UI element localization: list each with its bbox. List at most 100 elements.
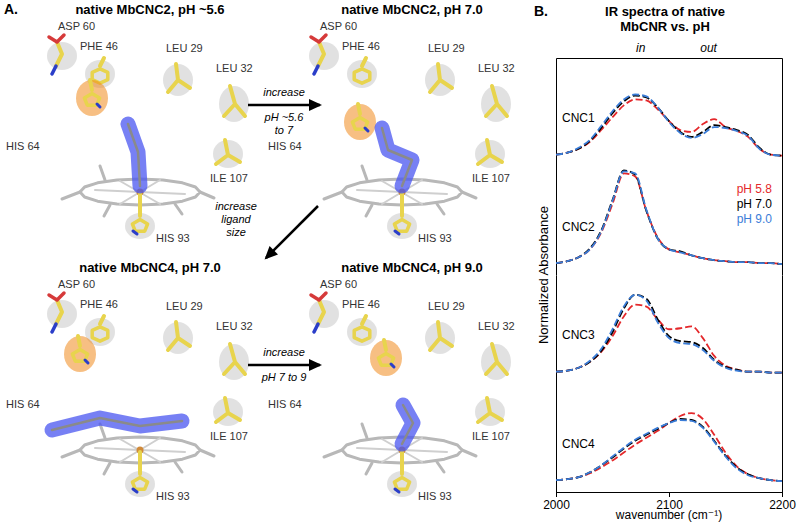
density bbox=[425, 322, 455, 354]
residue-label: ASP 60 bbox=[320, 20, 357, 32]
residue-label: LEU 29 bbox=[166, 42, 203, 54]
bond bbox=[132, 478, 147, 490]
ligand-density bbox=[52, 418, 182, 430]
axis-line bbox=[556, 167, 557, 276]
axis bbox=[782, 167, 783, 276]
axis bbox=[782, 59, 783, 168]
bond bbox=[362, 58, 366, 66]
axis bbox=[556, 167, 557, 276]
tick-label: 2000 bbox=[543, 498, 570, 512]
bond bbox=[216, 398, 240, 422]
chart: 200021002200CNC4wavenumber (cm⁻¹) bbox=[543, 384, 796, 522]
axis-line bbox=[557, 58, 783, 59]
bond bbox=[486, 86, 507, 116]
bond bbox=[382, 128, 412, 186]
density bbox=[425, 64, 455, 96]
x-axis-title: wavenumber (cm⁻¹) bbox=[615, 508, 722, 522]
residue-label: ASP 60 bbox=[58, 278, 95, 290]
residue-label: ILE 107 bbox=[210, 430, 248, 442]
panel-title: IR spectra of native bbox=[605, 4, 725, 19]
arrow-label: ligand bbox=[221, 213, 251, 225]
panel-title: MbCNR vs. pH bbox=[620, 19, 710, 34]
ligand-density bbox=[402, 405, 413, 444]
residue-label: ILE 107 bbox=[472, 430, 510, 442]
bond bbox=[97, 104, 100, 107]
density bbox=[64, 336, 96, 372]
arrow-label: size bbox=[226, 226, 246, 238]
series-line bbox=[556, 295, 782, 373]
structure-title: native MbCNC4, pH 9.0 bbox=[341, 260, 483, 275]
residue-label: ILE 107 bbox=[472, 172, 510, 184]
bond bbox=[49, 35, 64, 42]
axis bbox=[556, 384, 557, 493]
bond bbox=[394, 220, 409, 232]
chart-title: CNC4 bbox=[562, 437, 595, 451]
residue-label: PHE 46 bbox=[80, 298, 118, 310]
arrow-label: pH 7 to 9 bbox=[261, 371, 307, 383]
bond bbox=[384, 340, 386, 350]
bond bbox=[52, 324, 56, 332]
structure-title: native MbCNC2, pH ~5.6 bbox=[75, 2, 224, 17]
plot-area bbox=[556, 94, 782, 155]
series-line bbox=[556, 419, 782, 481]
panel-a: A. native MbCNC2, pH ~5.6 ASP 60 PHE 46 LEU … bbox=[4, 1, 515, 502]
density bbox=[213, 398, 243, 426]
bond bbox=[85, 360, 88, 363]
legend-entry: pH 7.0 bbox=[737, 197, 773, 211]
bond bbox=[311, 293, 326, 300]
structure-title: native MbCNC4, pH 7.0 bbox=[79, 260, 221, 275]
residue-label: ILE 107 bbox=[210, 172, 248, 184]
chart: CNC3 bbox=[556, 276, 783, 385]
arrow bbox=[266, 206, 318, 258]
chart: CNC1inout bbox=[556, 41, 783, 167]
arrow-label: pH ~5.6 bbox=[264, 111, 305, 123]
bond bbox=[365, 128, 368, 131]
bond bbox=[78, 336, 80, 346]
density bbox=[219, 344, 249, 380]
axis-line bbox=[556, 276, 557, 385]
arrow-head bbox=[309, 359, 322, 371]
residue-label: LEU 29 bbox=[166, 300, 203, 312]
residue-label: HIS 93 bbox=[418, 490, 452, 502]
bond bbox=[52, 66, 56, 74]
series-line bbox=[556, 420, 782, 481]
tick-label: 2200 bbox=[769, 498, 796, 512]
density bbox=[481, 86, 511, 122]
arrow-label: to 7 bbox=[275, 124, 294, 136]
axis bbox=[557, 58, 783, 59]
bond bbox=[92, 327, 108, 341]
plot-area bbox=[556, 413, 782, 481]
bond bbox=[128, 124, 140, 186]
bond bbox=[138, 452, 142, 474]
series-line bbox=[556, 99, 782, 155]
bond bbox=[478, 140, 502, 164]
series-line bbox=[556, 95, 782, 155]
bond bbox=[395, 231, 399, 234]
residue-label: HIS 64 bbox=[268, 398, 302, 410]
arrow-label: increase bbox=[215, 200, 257, 212]
panel-label: A. bbox=[4, 1, 18, 17]
tick: 2200 bbox=[769, 492, 796, 512]
legend: pH 5.8pH 7.0pH 9.0 bbox=[737, 182, 773, 226]
chart-title: CNC3 bbox=[562, 328, 595, 342]
axis-line bbox=[782, 167, 783, 276]
axis-line bbox=[557, 493, 783, 498]
bond bbox=[478, 398, 502, 422]
chart-title: CNC1 bbox=[562, 111, 595, 125]
bond bbox=[318, 42, 324, 66]
bond bbox=[391, 364, 394, 367]
arrow-head bbox=[309, 99, 322, 111]
legend-entry: pH 5.8 bbox=[737, 182, 773, 196]
axis bbox=[556, 59, 557, 168]
y-axis-title: Normalized Absorbance bbox=[536, 206, 551, 344]
bond bbox=[354, 69, 370, 83]
bond bbox=[394, 478, 409, 490]
bond bbox=[56, 42, 62, 66]
bond bbox=[400, 194, 404, 216]
bond bbox=[52, 418, 182, 430]
bond bbox=[49, 293, 64, 300]
density bbox=[76, 80, 108, 116]
density bbox=[47, 300, 77, 328]
density bbox=[163, 64, 193, 96]
axis bbox=[782, 276, 783, 385]
